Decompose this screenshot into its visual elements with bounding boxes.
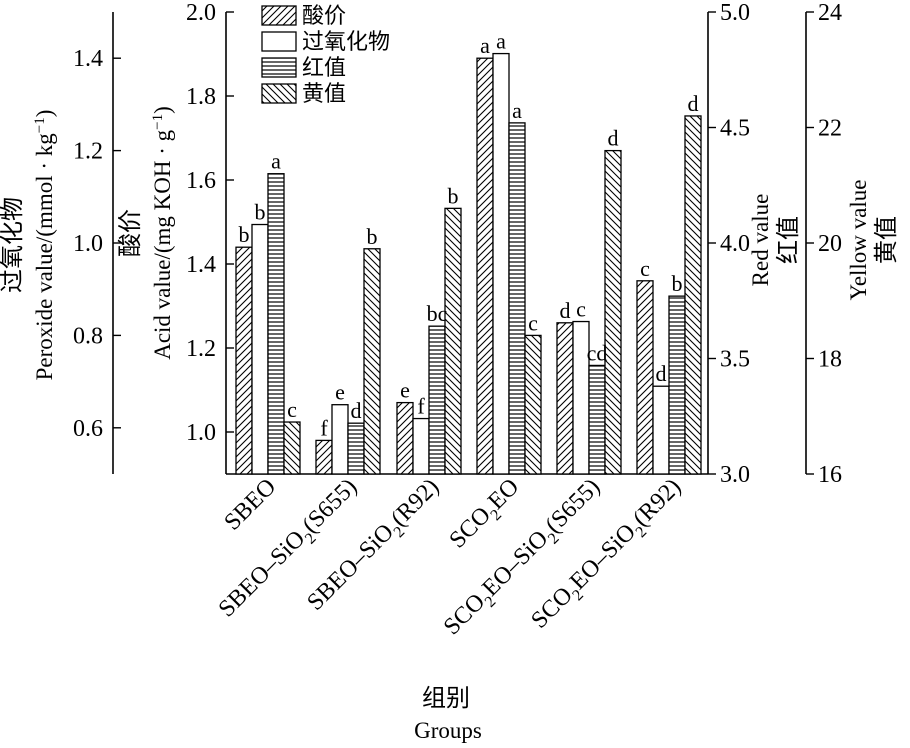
legend-swatch-1 xyxy=(261,5,297,26)
bar-3-SCO2EO xyxy=(508,122,526,475)
category-label: SBEO xyxy=(219,474,281,536)
tick-label-peroxide: 1.2 xyxy=(73,139,103,165)
legend-swatch-2 xyxy=(261,31,297,52)
significance-letter: c xyxy=(528,310,538,335)
y-axis-title-red-cn: 红值 xyxy=(774,216,802,264)
tick-label-peroxide: 0.6 xyxy=(73,416,103,442)
bar-2-SBEO-SiO2(S655) xyxy=(331,404,349,475)
tick-label-yellow: 24 xyxy=(818,0,842,26)
bars-group xyxy=(235,52,702,475)
bar-1-SBEO-SiO2(S655) xyxy=(315,439,333,475)
significance-letter: b xyxy=(672,271,683,296)
x-axis-title-cn: 组别 xyxy=(422,684,470,712)
significance-letter: a xyxy=(480,33,490,58)
significance-letter: b xyxy=(448,183,459,208)
bar-1-SCO2EO-SiO2(S655) xyxy=(556,322,574,475)
bar-1-SBEO-SiO2(R92) xyxy=(396,401,414,475)
bar-4-SCO2EO-SiO2(R92) xyxy=(684,115,702,475)
significance-letter: a xyxy=(496,29,506,54)
bar-3-SCO2EO-SiO2(R92) xyxy=(668,295,686,475)
y-axis-title-red-en: Red value xyxy=(748,194,773,287)
bar-3-SBEO-SiO2(S655) xyxy=(347,422,365,475)
tick-label-yellow: 18 xyxy=(818,347,842,373)
bar-4-SCO2EO-SiO2(S655) xyxy=(604,149,622,475)
legend-label-1: 酸价 xyxy=(302,4,346,29)
tick-label-yellow: 20 xyxy=(818,231,842,257)
significance-letter: d xyxy=(688,91,699,116)
bar-1-SBEO xyxy=(235,246,253,475)
bar-4-SBEO-SiO2(S655) xyxy=(363,248,381,475)
legend-label-2: 过氧化物 xyxy=(302,30,390,55)
significance-letter: a xyxy=(512,98,522,123)
x-axis-title-en: Groups xyxy=(414,718,482,743)
y-axis-title-acid-en: Acid value/(mg KOH · g−1) xyxy=(150,106,175,360)
legend-swatch-3 xyxy=(261,57,297,78)
significance-letter: cd xyxy=(587,340,608,365)
significance-letter: c xyxy=(576,297,586,322)
tick-label-yellow: 22 xyxy=(818,116,842,142)
significance-letter: d xyxy=(560,298,571,323)
tick-label-red: 5.0 xyxy=(720,0,750,26)
legend-label-3: 红值 xyxy=(302,56,346,81)
tick-label-acid: 1.8 xyxy=(186,84,216,110)
significance-letter: b xyxy=(367,224,378,249)
significance-letter: d xyxy=(608,126,619,151)
tick-label-acid: 1.2 xyxy=(186,336,216,362)
significance-letter: e xyxy=(335,380,345,405)
tick-label-red: 4.0 xyxy=(720,231,750,257)
bar-1-SCO2EO xyxy=(476,57,494,475)
significance-letter: e xyxy=(400,378,410,403)
category-label: SBEO–SiO2(S655) xyxy=(214,474,366,626)
significance-letter: b xyxy=(239,222,250,247)
y-axis-title-peroxide-cn: 过氧化物 xyxy=(0,197,26,293)
significance-letter: a xyxy=(271,149,281,174)
tick-label-red: 3.0 xyxy=(720,462,750,488)
y-axis-title-acid-cn: 酸价 xyxy=(116,209,144,257)
tick-label-red: 3.5 xyxy=(720,347,750,373)
significance-letter: c xyxy=(640,256,650,281)
tick-label-acid: 2.0 xyxy=(186,0,216,26)
bar-2-SCO2EO-SiO2(R92) xyxy=(652,385,670,475)
axes-group: 0.6 0.8 1.0 1.2 1.4 1.0 1.2 1.4 1.6 1.8 2.0 3.0 3.5 4… xyxy=(73,0,842,488)
category-label: SCO2EO–SiO2(R92) xyxy=(526,474,689,637)
bar-3-SCO2EO-SiO2(S655) xyxy=(588,364,606,475)
bar-2-SBEO xyxy=(251,223,269,475)
axis-titles-group: 过氧化物 Peroxide value/(mmol · kg−1) 酸价 Acid v… xyxy=(0,106,900,743)
significance-letter: f xyxy=(320,415,328,440)
tick-label-acid: 1.0 xyxy=(186,420,216,446)
legend-swatch-4 xyxy=(261,83,297,104)
bar-3-SBEO-SiO2(R92) xyxy=(428,325,446,475)
bar-2-SCO2EO xyxy=(492,52,510,475)
significance-letter: c xyxy=(287,397,297,422)
tick-label-peroxide: 1.0 xyxy=(73,231,103,257)
bar-4-SBEO-SiO2(R92) xyxy=(444,207,462,475)
tick-label-yellow: 16 xyxy=(818,462,842,488)
tick-label-acid: 1.6 xyxy=(186,168,216,194)
significance-letter: b xyxy=(255,200,266,225)
bar-3-SBEO xyxy=(267,173,285,475)
legend-label-4: 黄值 xyxy=(302,82,346,107)
tick-label-peroxide: 1.4 xyxy=(73,46,103,72)
significance-letter: bc xyxy=(427,301,448,326)
significance-letter: f xyxy=(417,394,425,419)
bar-1-SCO2EO-SiO2(R92) xyxy=(636,280,654,475)
y-axis-title-yellow-en: Yellow value xyxy=(846,180,871,301)
significance-letter: d xyxy=(351,398,362,423)
significance-letter: d xyxy=(656,361,667,386)
tick-label-red: 4.5 xyxy=(720,116,750,142)
bar-2-SBEO-SiO2(R92) xyxy=(412,417,430,475)
tick-label-acid: 1.4 xyxy=(186,252,216,278)
bar-4-SCO2EO xyxy=(524,334,542,475)
y-axis-title-peroxide-en: Peroxide value/(mmol · kg−1) xyxy=(32,110,57,381)
y-axis-title-yellow-cn: 黄值 xyxy=(872,216,900,264)
tick-label-peroxide: 0.8 xyxy=(73,323,103,349)
bar-4-SBEO xyxy=(283,421,301,475)
